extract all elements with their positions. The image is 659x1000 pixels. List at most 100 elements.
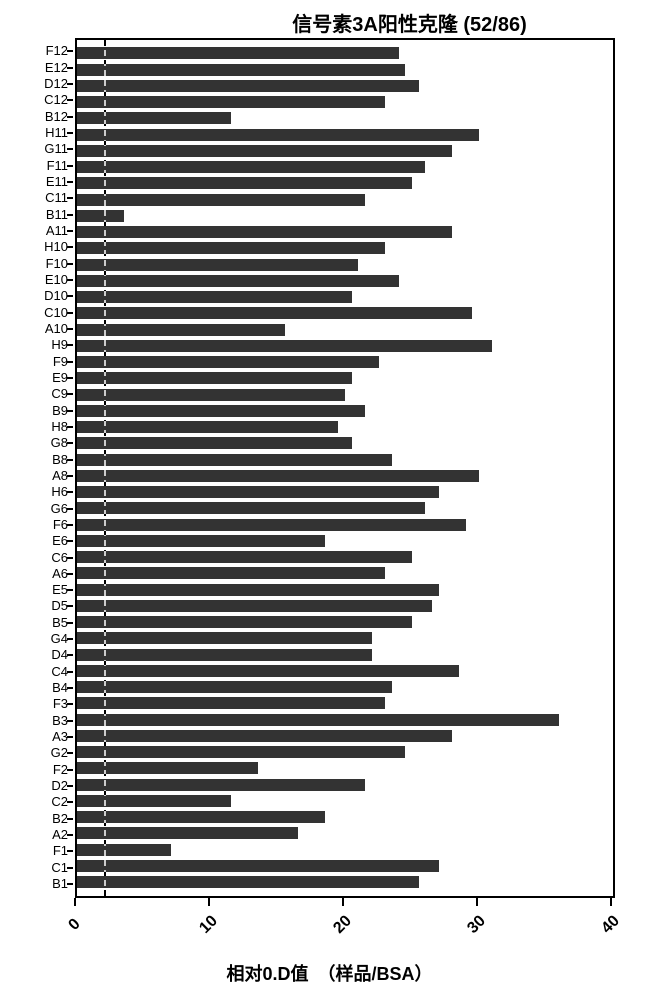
bar xyxy=(77,194,365,206)
bar xyxy=(77,129,479,141)
y-axis-label: D2 xyxy=(0,779,72,793)
bar-row xyxy=(77,209,613,223)
bar-row xyxy=(77,550,613,564)
y-tick xyxy=(67,861,75,875)
x-axis-tick-label: 10 xyxy=(196,912,221,937)
x-tick xyxy=(208,898,210,906)
bar-row xyxy=(77,843,613,857)
y-axis-label: C12 xyxy=(0,93,72,107)
bar xyxy=(77,519,466,531)
bar xyxy=(77,551,412,563)
y-tick xyxy=(67,844,75,858)
y-axis-label: F11 xyxy=(0,159,72,173)
y-axis-label: B8 xyxy=(0,453,72,467)
y-axis-label: D5 xyxy=(0,599,72,613)
y-axis-label: H10 xyxy=(0,240,72,254)
bar xyxy=(77,340,492,352)
bar xyxy=(77,291,352,303)
bar xyxy=(77,307,472,319)
bar-row xyxy=(77,111,613,125)
y-tick xyxy=(67,420,75,434)
x-axis-title: 相对0.D值 （样品/BSA） xyxy=(0,960,659,986)
y-tick xyxy=(67,142,75,156)
y-axis-label: D10 xyxy=(0,289,72,303)
y-tick xyxy=(67,746,75,760)
bar-row xyxy=(77,859,613,873)
bar xyxy=(77,567,385,579)
y-tick xyxy=(67,240,75,254)
x-axis-tick-label: 20 xyxy=(330,912,355,937)
y-tick xyxy=(67,453,75,467)
bar-row xyxy=(77,225,613,239)
bar xyxy=(77,714,559,726)
bar-row xyxy=(77,95,613,109)
bar-row xyxy=(77,193,613,207)
y-tick xyxy=(67,616,75,630)
bar xyxy=(77,161,425,173)
bar xyxy=(77,372,352,384)
y-tick xyxy=(67,371,75,385)
y-tick xyxy=(67,877,75,891)
y-tick xyxy=(67,469,75,483)
y-tick xyxy=(67,485,75,499)
y-tick xyxy=(67,632,75,646)
bar-row xyxy=(77,826,613,840)
y-tick xyxy=(67,599,75,613)
bar-row xyxy=(77,761,613,775)
y-axis-label: C2 xyxy=(0,795,72,809)
bar xyxy=(77,242,385,254)
y-tick xyxy=(67,208,75,222)
y-axis-label: G8 xyxy=(0,436,72,450)
y-tick xyxy=(67,665,75,679)
chart-title: 信号素3A阳性克隆 (52/86) xyxy=(0,8,619,37)
y-axis-label: F10 xyxy=(0,257,72,271)
y-axis-label: A3 xyxy=(0,730,72,744)
bar xyxy=(77,437,352,449)
y-axis-label: H11 xyxy=(0,126,72,140)
x-tick xyxy=(476,898,478,906)
y-axis-label: D4 xyxy=(0,648,72,662)
y-tick xyxy=(67,795,75,809)
bar xyxy=(77,665,459,677)
x-axis-labels: 010203040 xyxy=(75,906,615,946)
bar xyxy=(77,421,338,433)
bar-row xyxy=(77,339,613,353)
bar xyxy=(77,112,231,124)
y-tick xyxy=(67,404,75,418)
y-tick xyxy=(67,61,75,75)
bar xyxy=(77,827,298,839)
y-tick xyxy=(67,322,75,336)
bar-row xyxy=(77,778,613,792)
y-axis-label: H9 xyxy=(0,338,72,352)
y-tick xyxy=(67,44,75,58)
y-axis-label: A2 xyxy=(0,828,72,842)
y-axis-label: B5 xyxy=(0,616,72,630)
bar-row xyxy=(77,79,613,93)
bar-row xyxy=(77,355,613,369)
bar-row xyxy=(77,160,613,174)
reference-line xyxy=(104,40,106,896)
bar xyxy=(77,210,124,222)
bar-row xyxy=(77,371,613,385)
y-tick xyxy=(67,697,75,711)
y-tick xyxy=(67,648,75,662)
bar xyxy=(77,681,392,693)
bar xyxy=(77,876,419,888)
y-tick xyxy=(67,306,75,320)
bar xyxy=(77,64,405,76)
bar-row xyxy=(77,420,613,434)
y-axis-label: B9 xyxy=(0,404,72,418)
bar xyxy=(77,470,479,482)
bar-row xyxy=(77,144,613,158)
chart-container: 信号素3A阳性克隆 (52/86) F12E12D12C12B12H11G11F… xyxy=(0,0,659,1000)
bar xyxy=(77,502,425,514)
y-axis-ticks xyxy=(67,38,75,898)
bar-row xyxy=(77,501,613,515)
bar xyxy=(77,795,231,807)
y-tick xyxy=(67,779,75,793)
bar-row xyxy=(77,128,613,142)
y-tick xyxy=(67,828,75,842)
y-tick xyxy=(67,191,75,205)
bar-row xyxy=(77,534,613,548)
bar-row xyxy=(77,306,613,320)
